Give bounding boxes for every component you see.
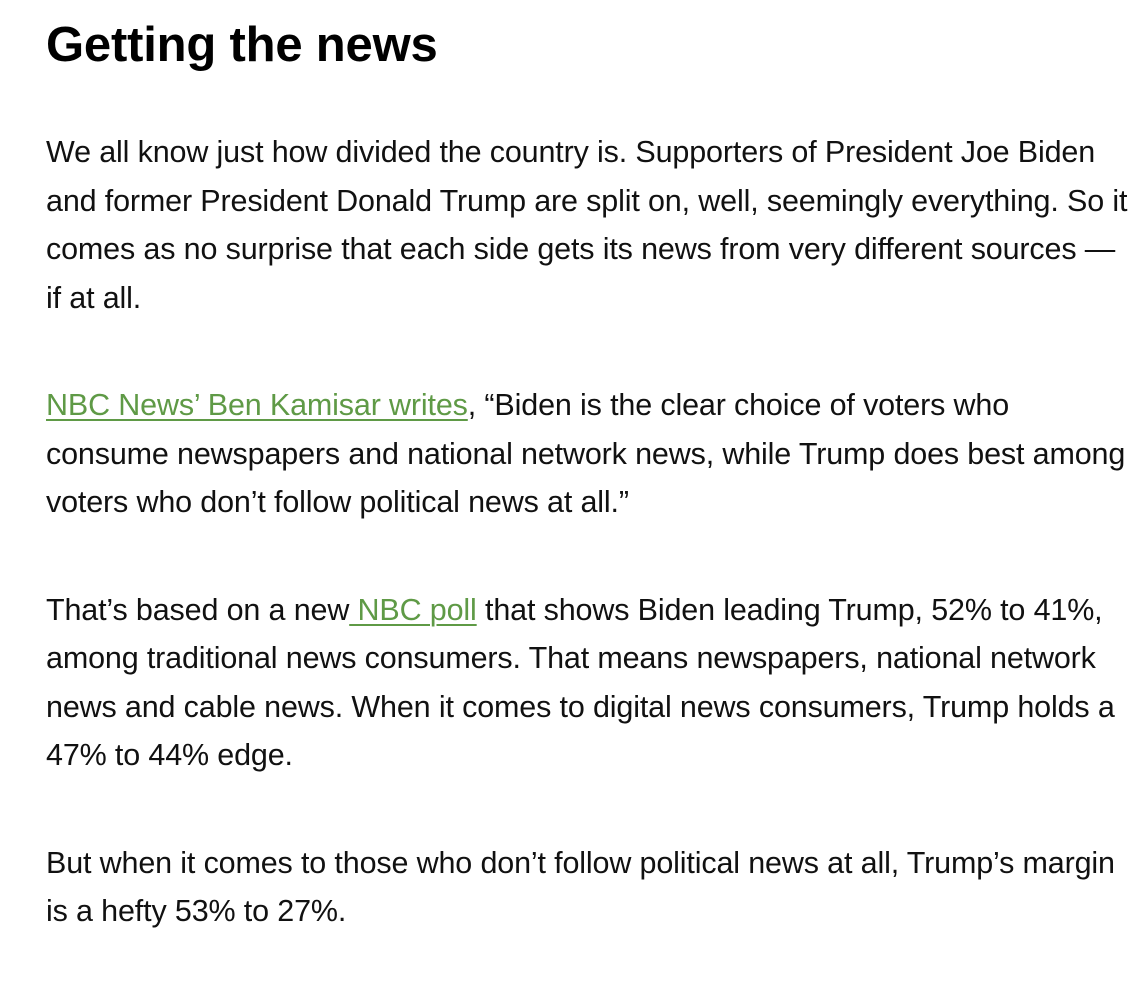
quote-text: , “Biden is the clear choice of voters w…: [46, 388, 1126, 519]
paragraph-quote: NBC News’ Ben Kamisar writes, “Biden is …: [46, 381, 1136, 527]
paragraph-margin: But when it comes to those who don’t fol…: [46, 845, 1115, 929]
nbc-poll-link[interactable]: NBC poll: [349, 592, 477, 627]
article: Getting the news We all know just how di…: [46, 16, 1136, 936]
nbc-kamisar-link[interactable]: NBC News’ Ben Kamisar writes: [46, 388, 468, 422]
poll-text-before: That’s based on a new: [46, 592, 350, 627]
poll-text-after: that shows Biden leading Trump, 52% to 4…: [46, 592, 1115, 773]
paragraph-intro: We all know just how divided the country…: [46, 135, 1128, 315]
paragraph-poll: That’s based on a new NBC poll that show…: [46, 586, 1136, 780]
article-title: Getting the news: [46, 18, 438, 72]
